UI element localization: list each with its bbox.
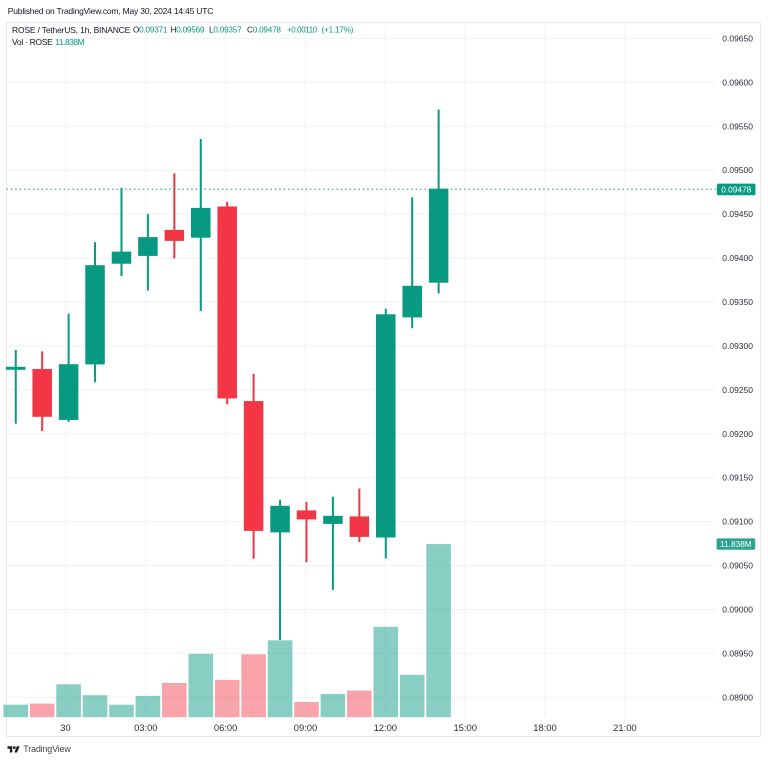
svg-text:0.09000: 0.09000 — [722, 605, 753, 615]
svg-text:18:00: 18:00 — [533, 722, 556, 733]
svg-text:0.08950: 0.08950 — [722, 648, 753, 658]
svg-text:0.09450: 0.09450 — [722, 209, 753, 219]
svg-text:03:00: 03:00 — [134, 722, 157, 733]
svg-text:0.09400: 0.09400 — [722, 253, 753, 263]
svg-text:12:00: 12:00 — [374, 722, 397, 733]
svg-text:0.09600: 0.09600 — [722, 77, 753, 87]
svg-text:0.09300: 0.09300 — [722, 341, 753, 351]
svg-text:0.09150: 0.09150 — [722, 473, 753, 483]
svg-text:0.09050: 0.09050 — [722, 561, 753, 571]
svg-text:0.09100: 0.09100 — [722, 517, 753, 527]
svg-text:21:00: 21:00 — [613, 722, 636, 733]
svg-text:0.09550: 0.09550 — [722, 121, 753, 131]
svg-text:0.08900: 0.08900 — [722, 692, 753, 702]
svg-text:0.09500: 0.09500 — [722, 165, 753, 175]
svg-text:0.09478: 0.09478 — [721, 184, 751, 194]
svg-text:15:00: 15:00 — [453, 722, 476, 733]
svg-text:09:00: 09:00 — [294, 722, 317, 733]
svg-text:11.838M: 11.838M — [720, 539, 752, 549]
svg-text:0.09250: 0.09250 — [722, 385, 753, 395]
svg-text:0.09200: 0.09200 — [722, 429, 753, 439]
svg-text:06:00: 06:00 — [214, 722, 237, 733]
svg-text:30: 30 — [60, 722, 70, 733]
svg-text:0.09650: 0.09650 — [722, 33, 753, 43]
svg-text:0.09350: 0.09350 — [722, 297, 753, 307]
